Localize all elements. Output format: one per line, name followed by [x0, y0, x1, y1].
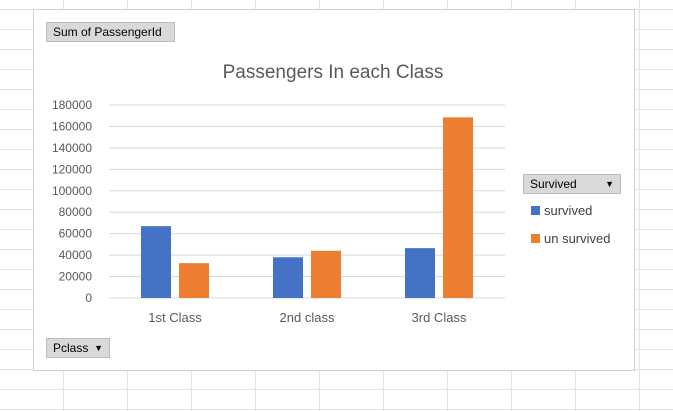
x-tick-label: 3rd Class [412, 310, 467, 325]
survived-field-label: Survived [530, 177, 577, 191]
y-tick-label: 180000 [52, 98, 92, 112]
gridlines [109, 104, 505, 299]
dropdown-arrow-icon: ▼ [94, 343, 103, 353]
bar-un-survived-1st-class[interactable] [179, 263, 209, 298]
y-tick-label: 160000 [52, 119, 92, 133]
legend-item-survived[interactable]: survived [531, 203, 592, 218]
bar-survived-1st-class[interactable] [141, 226, 171, 298]
x-tick-label: 1st Class [148, 310, 202, 325]
values-field-label: Sum of PassengerId [53, 25, 162, 39]
bar-un-survived-3rd-class[interactable] [443, 117, 473, 298]
legend-swatch-un-survived [531, 234, 540, 243]
pclass-field-button[interactable]: Pclass ▼ [46, 338, 110, 358]
x-axis-ticks: 1st Class 2nd class 3rd Class [148, 310, 467, 325]
chart-title: Passengers In each Class [223, 62, 444, 83]
legend-item-un-survived[interactable]: un survived [531, 231, 610, 246]
y-axis-ticks: 0 20000 40000 60000 80000 100000 120000 140000 1… [52, 98, 92, 305]
y-tick-label: 100000 [52, 184, 92, 198]
survived-field-button[interactable]: Survived ▼ [523, 174, 621, 194]
legend-label-un-survived: un survived [544, 231, 611, 246]
bar-survived-3rd-class[interactable] [405, 248, 435, 298]
y-tick-label: 0 [85, 291, 92, 305]
legend-label-survived: survived [544, 203, 593, 218]
x-tick-label: 2nd class [280, 310, 335, 325]
y-tick-label: 120000 [52, 162, 92, 176]
legend-swatch-survived [531, 206, 540, 215]
y-tick-label: 40000 [59, 248, 93, 262]
bar-survived-2nd-class[interactable] [273, 257, 303, 298]
bars [141, 117, 473, 298]
y-tick-label: 140000 [52, 141, 92, 155]
y-tick-label: 60000 [59, 227, 93, 241]
values-field-button[interactable]: Sum of PassengerId [46, 22, 175, 42]
pclass-field-label: Pclass [53, 341, 89, 355]
y-tick-label: 80000 [59, 205, 93, 219]
pivot-chart[interactable]: Sum of PassengerId Passengers In each Cl… [33, 9, 635, 371]
chart-plot: Passengers In each Class 0 20000 40000 6000… [52, 62, 505, 325]
dropdown-arrow-icon: ▼ [605, 179, 614, 189]
y-tick-label: 20000 [59, 270, 93, 284]
bar-un-survived-2nd-class[interactable] [311, 250, 341, 298]
